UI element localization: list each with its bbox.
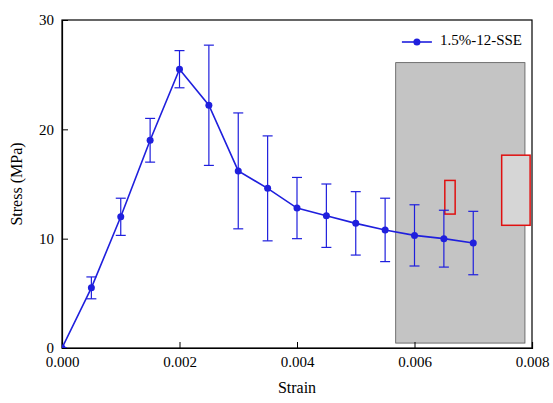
photo-highlight bbox=[445, 180, 455, 214]
error-bar bbox=[468, 211, 478, 274]
data-point bbox=[294, 205, 301, 212]
error-bar bbox=[292, 177, 302, 238]
legend-marker bbox=[413, 39, 420, 46]
x-tick-mark bbox=[415, 342, 416, 348]
x-tick-mark bbox=[180, 342, 181, 348]
data-point bbox=[62, 345, 66, 349]
y-tick-label: 20 bbox=[39, 122, 54, 138]
y-tick-label: 0 bbox=[47, 340, 55, 356]
marks bbox=[62, 45, 478, 348]
legend-label: 1.5%-12-SSE bbox=[440, 32, 522, 48]
data-point bbox=[352, 220, 359, 227]
x-tick: 0.004 bbox=[281, 342, 315, 370]
error-bar bbox=[233, 113, 243, 229]
legend: 1.5%-12-SSE bbox=[402, 32, 522, 48]
x-tick-mark bbox=[297, 342, 298, 348]
y-tick-label: 10 bbox=[39, 231, 54, 247]
error-bar bbox=[410, 205, 420, 266]
data-point bbox=[470, 240, 477, 247]
y-axis-title: Stress (MPa) bbox=[8, 142, 26, 225]
error-bar bbox=[175, 51, 185, 88]
x-tick: 0.006 bbox=[398, 342, 432, 370]
error-bar bbox=[116, 198, 126, 235]
error-bar bbox=[439, 210, 449, 267]
data-point bbox=[382, 226, 389, 233]
data-point bbox=[323, 212, 330, 219]
error-bar bbox=[263, 136, 273, 241]
photo-zoom bbox=[502, 155, 530, 225]
data-point bbox=[147, 137, 154, 144]
plot-frame bbox=[62, 20, 532, 348]
error-bar bbox=[321, 184, 331, 247]
error-bar bbox=[145, 118, 155, 162]
x-tick-label: 0.008 bbox=[516, 354, 550, 370]
data-point bbox=[176, 66, 183, 73]
data-point bbox=[235, 167, 242, 174]
data-point bbox=[440, 235, 447, 242]
y-tick-mark bbox=[62, 129, 68, 130]
x-axis-title: Strain bbox=[278, 379, 316, 396]
data-point bbox=[88, 284, 95, 291]
data-point bbox=[205, 102, 212, 109]
error-bar bbox=[86, 277, 96, 299]
y-tick-label: 30 bbox=[39, 12, 54, 28]
x-tick-label: 0.006 bbox=[398, 354, 432, 370]
y-tick-mark bbox=[62, 239, 68, 240]
x-tick: 0.002 bbox=[163, 342, 197, 370]
data-point bbox=[117, 213, 124, 220]
y-axis: 0 10 20 30 bbox=[39, 12, 68, 356]
y-axis-line bbox=[63, 21, 69, 349]
photo-inset bbox=[396, 63, 530, 343]
error-bar bbox=[204, 45, 214, 165]
y-tick: 20 bbox=[39, 122, 68, 138]
x-tick-label: 0.004 bbox=[281, 354, 315, 370]
plot: 0.0000.0020.0040.0060.0080102030StrainSt… bbox=[8, 12, 549, 396]
data-point bbox=[411, 232, 418, 239]
x-tick-label: 0.002 bbox=[163, 354, 197, 370]
series-line bbox=[62, 69, 473, 348]
legend-entry: 1.5%-12-SSE bbox=[402, 32, 522, 48]
error-bar bbox=[351, 192, 361, 255]
data-point bbox=[264, 185, 271, 192]
y-tick: 10 bbox=[39, 231, 68, 247]
error-bar bbox=[380, 198, 390, 261]
x-axis: 0.0000.0020.0040.0060.008 bbox=[46, 342, 550, 370]
